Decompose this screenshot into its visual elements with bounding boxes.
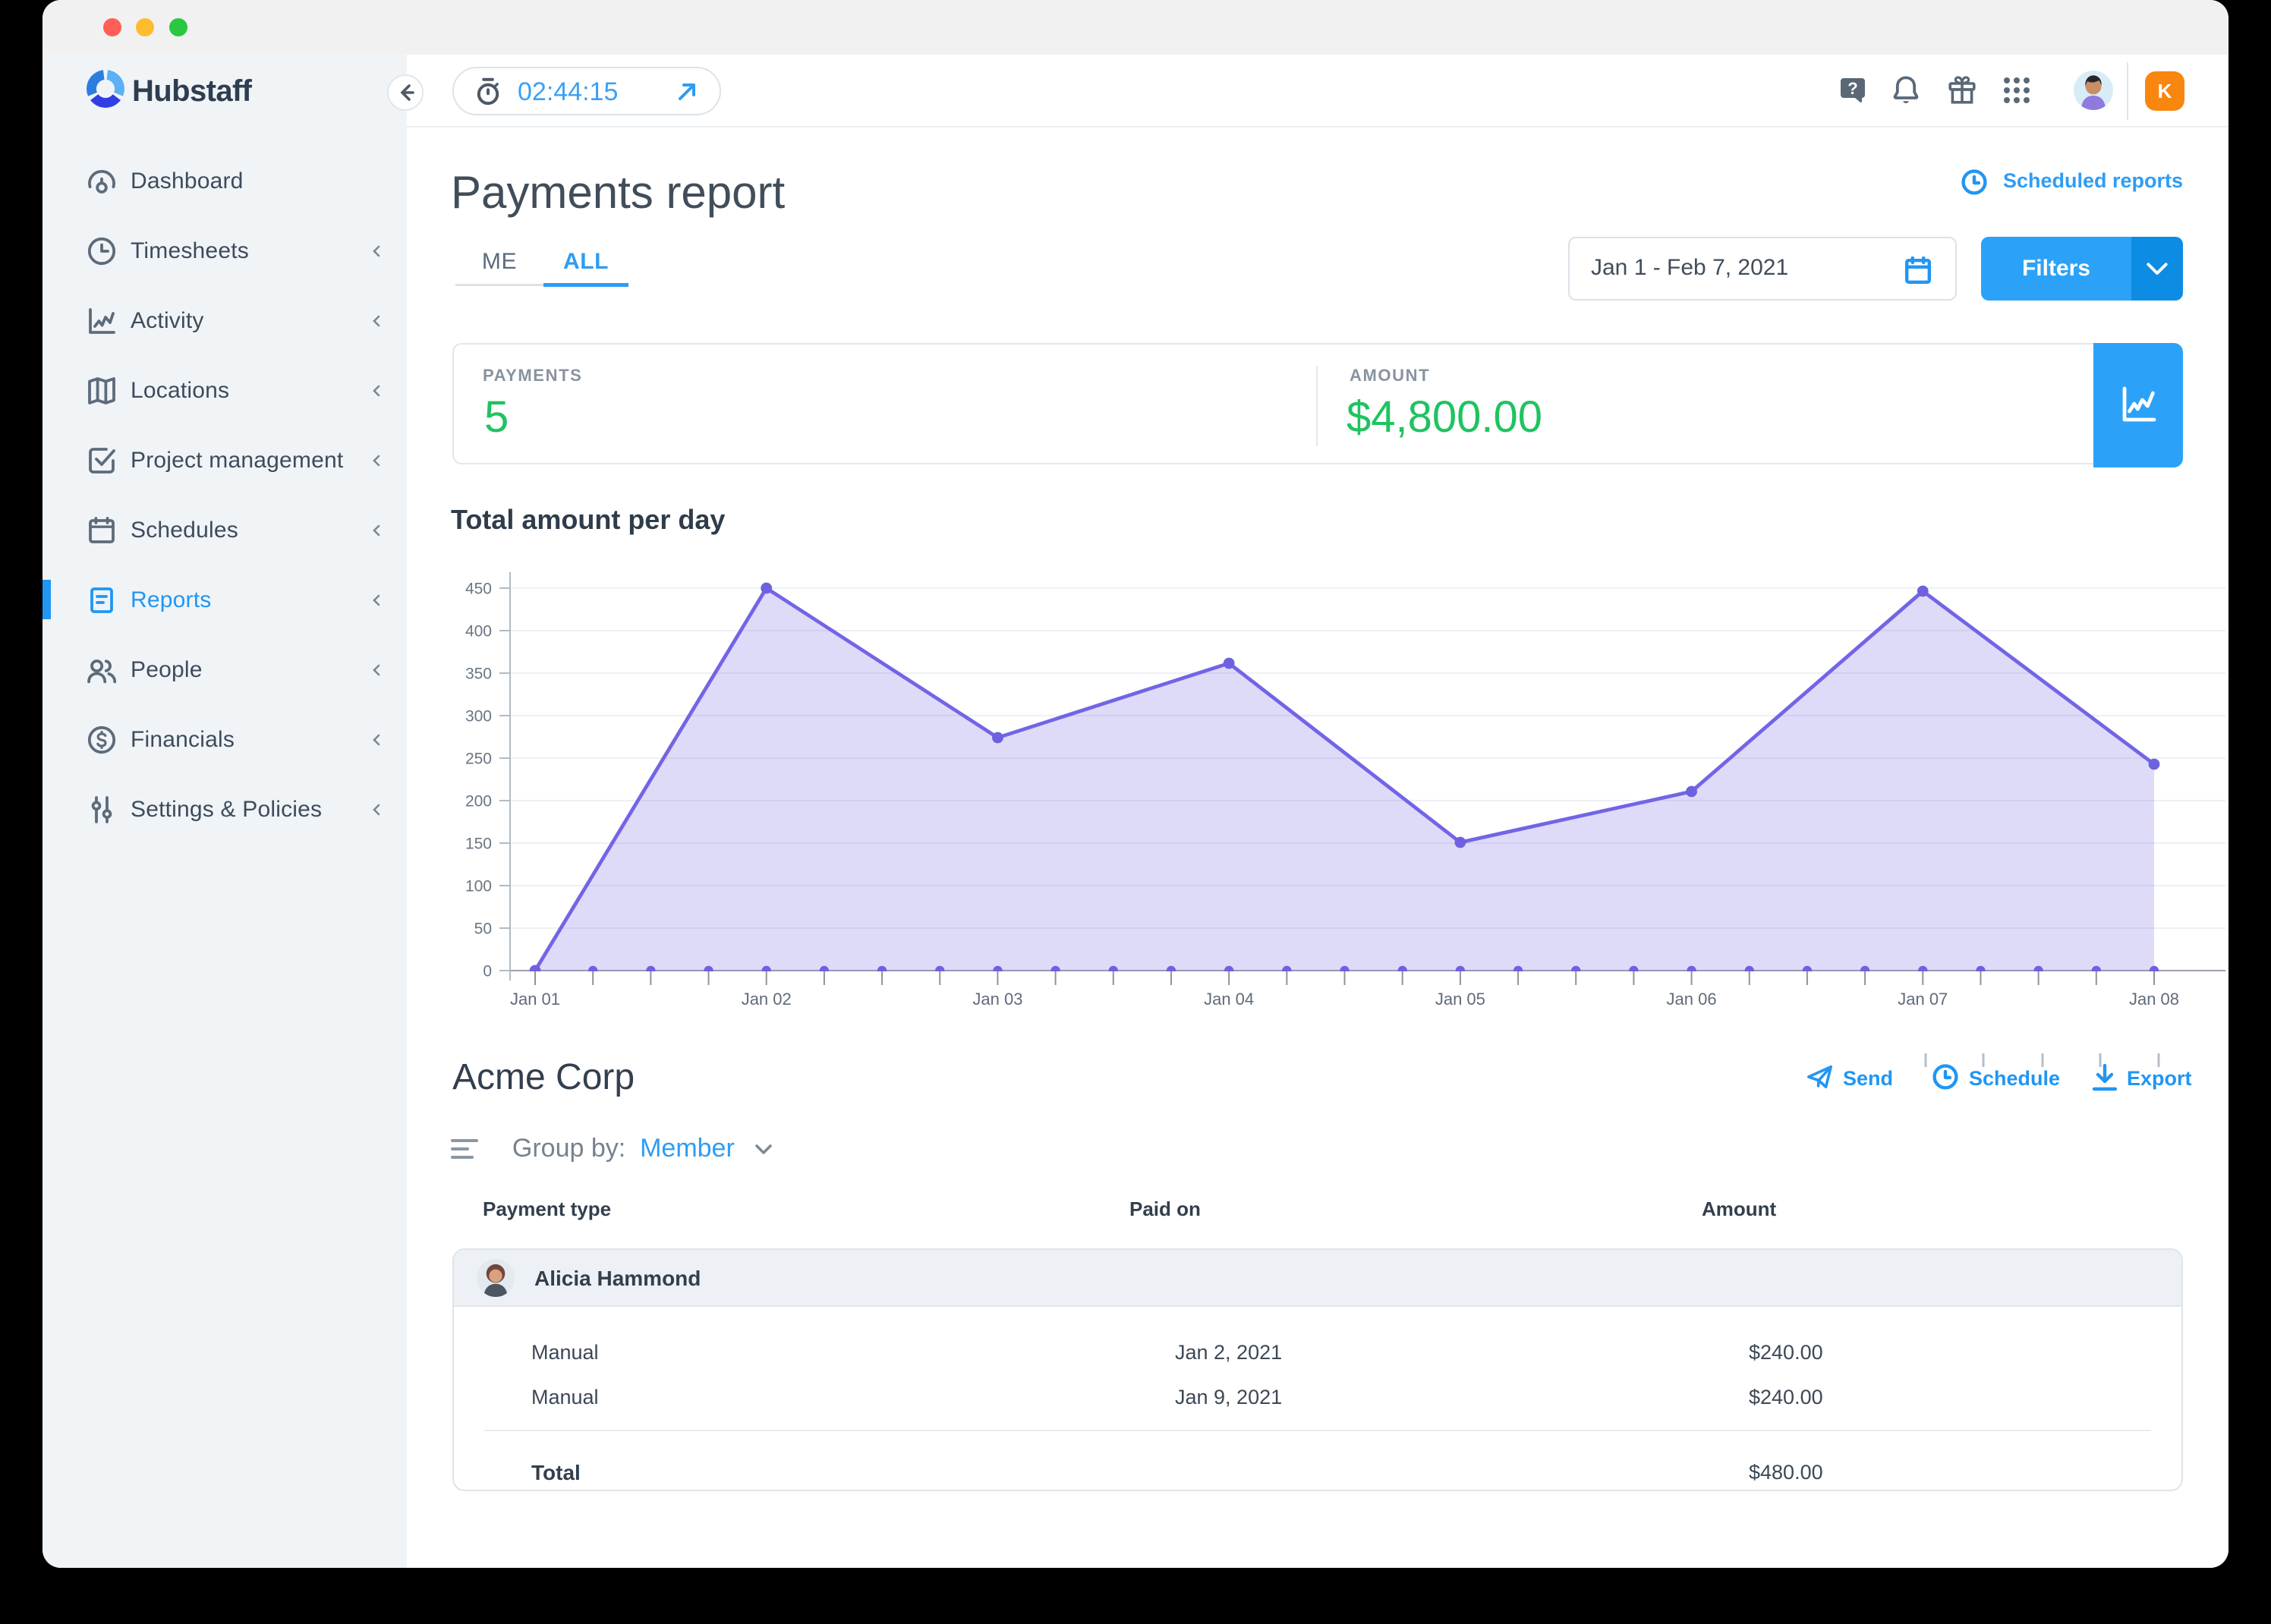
svg-text:150: 150 xyxy=(465,836,492,853)
svg-text:350: 350 xyxy=(465,666,492,683)
svg-text:400: 400 xyxy=(465,623,492,640)
svg-text:50: 50 xyxy=(474,921,492,938)
svg-text:Jan 03: Jan 03 xyxy=(972,990,1022,1009)
svg-text:100: 100 xyxy=(465,878,492,895)
svg-text:Jan 02: Jan 02 xyxy=(742,990,792,1009)
svg-text:Jan 06: Jan 06 xyxy=(1667,990,1717,1009)
svg-text:Jan 05: Jan 05 xyxy=(1435,990,1485,1009)
svg-text:450: 450 xyxy=(465,581,492,598)
svg-text:300: 300 xyxy=(465,708,492,725)
svg-text:?: ? xyxy=(1847,79,1857,98)
svg-text:Jan 08: Jan 08 xyxy=(2129,990,2179,1009)
svg-text:Jan 07: Jan 07 xyxy=(1898,990,1948,1009)
svg-text:0: 0 xyxy=(483,963,492,980)
svg-text:Jan 01: Jan 01 xyxy=(510,990,560,1009)
svg-text:200: 200 xyxy=(465,793,492,810)
svg-text:250: 250 xyxy=(465,751,492,768)
svg-text:Jan 04: Jan 04 xyxy=(1204,990,1254,1009)
